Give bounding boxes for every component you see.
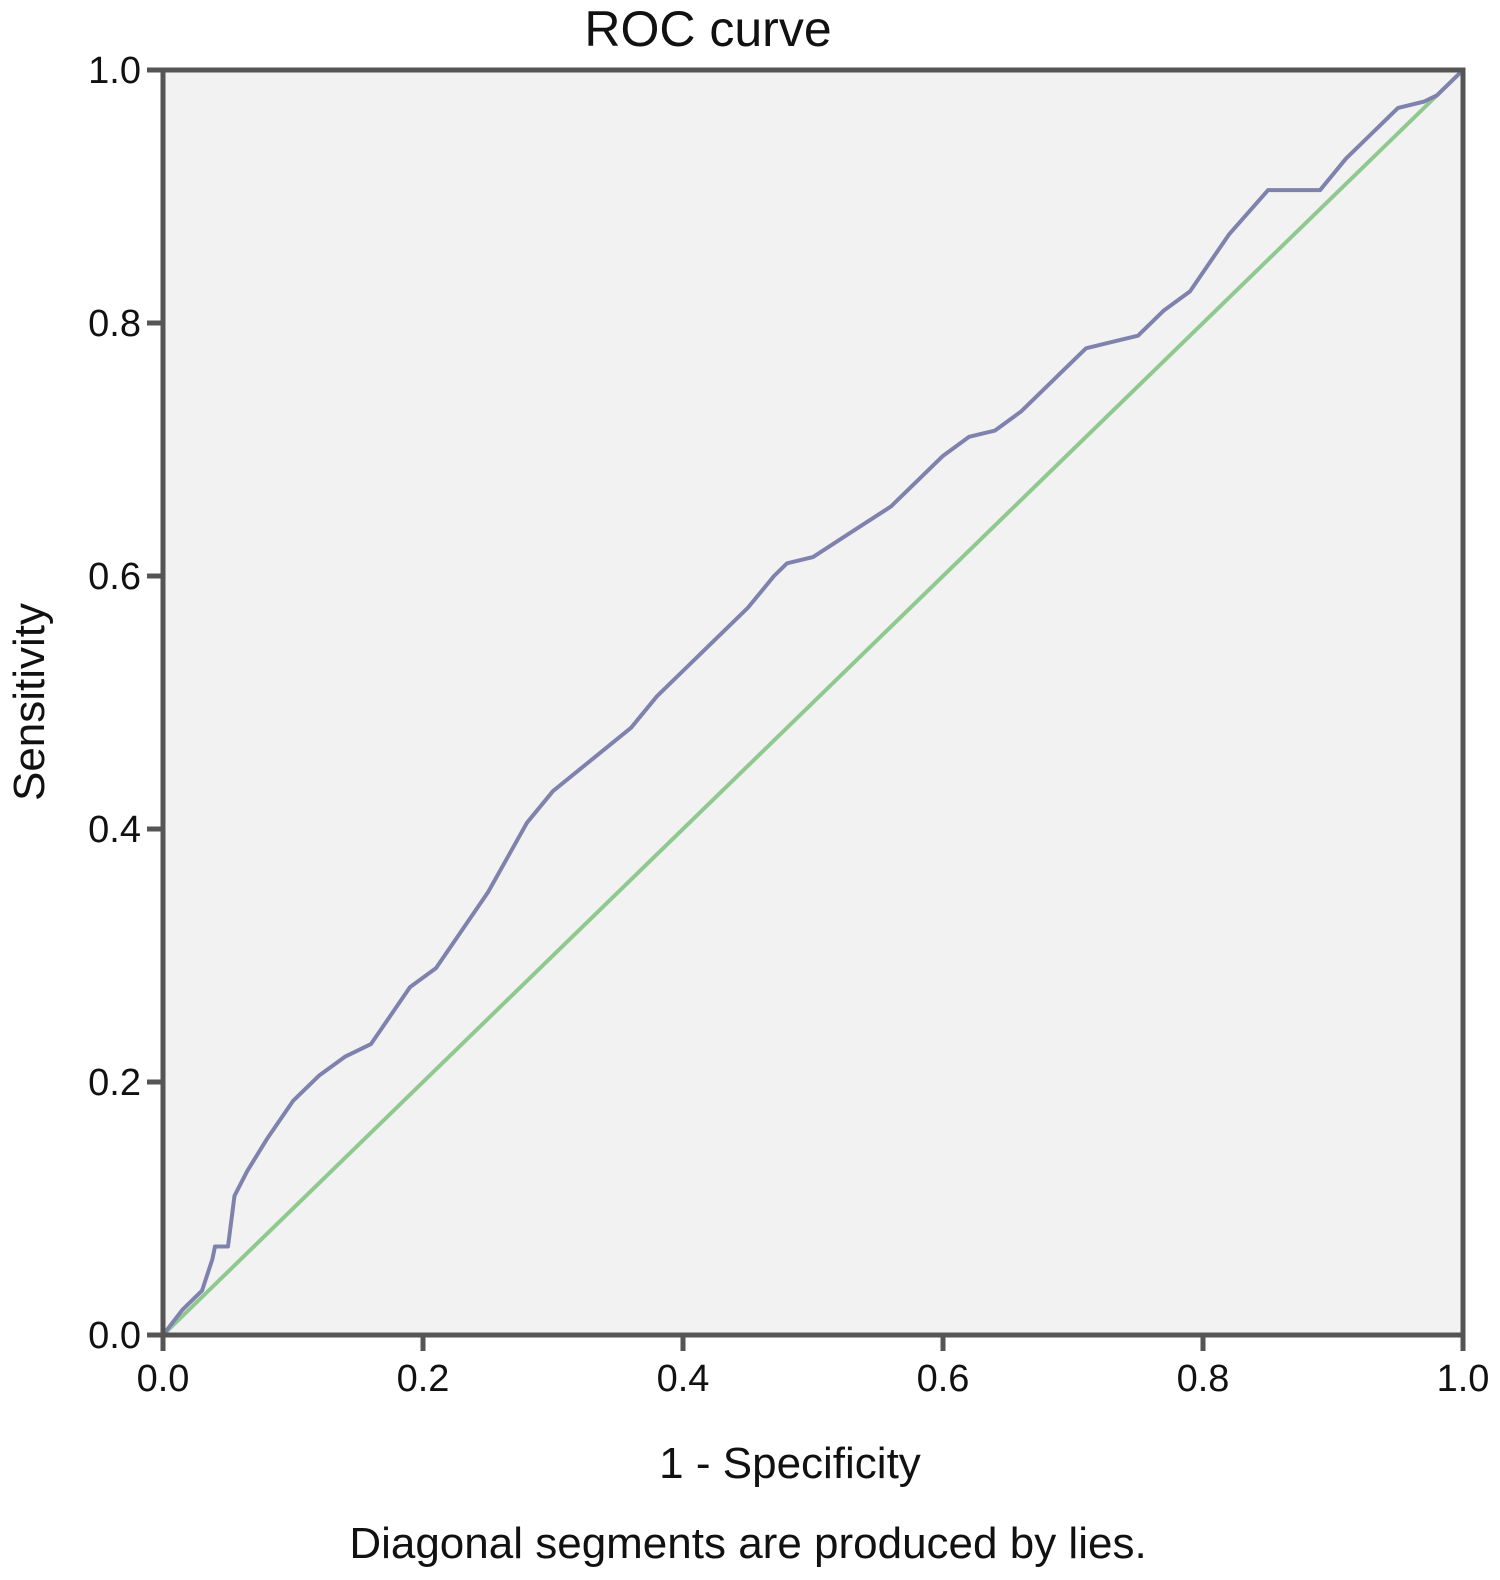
y-tick-label: 0.8 [88, 303, 141, 345]
plot-frame [160, 67, 1466, 1338]
ticks-layer: 0.0 0.2 0.4 0.6 0.8 1.0 0.0 0.2 0.4 0.6 0.8 1.0 [88, 50, 1489, 1400]
x-tick-label: 0.0 [137, 1358, 190, 1400]
x-tick-label: 1.0 [1437, 1358, 1490, 1400]
y-tick-label: 0.6 [88, 556, 141, 598]
y-tick-label: 1.0 [88, 50, 141, 92]
x-tick-label: 0.6 [917, 1358, 970, 1400]
reference-diagonal-line [161, 68, 1465, 1337]
x-tick-label: 0.8 [1177, 1358, 1230, 1400]
y-tick-label: 0.0 [88, 1315, 141, 1357]
y-tick-label: 0.2 [88, 1062, 141, 1104]
roc-curve-line [161, 68, 1465, 1337]
chart-footnote: Diagonal segments are produced by lies. [349, 1519, 1146, 1568]
chart-title: ROC curve [584, 1, 831, 57]
curves-layer [161, 68, 1465, 1337]
x-axis-label: 1 - Specificity [659, 1439, 921, 1488]
x-tick-label: 0.4 [657, 1358, 710, 1400]
y-tick-label: 0.4 [88, 809, 141, 851]
x-tick-label: 0.2 [397, 1358, 450, 1400]
y-axis-label: Sensitivity [5, 603, 54, 801]
